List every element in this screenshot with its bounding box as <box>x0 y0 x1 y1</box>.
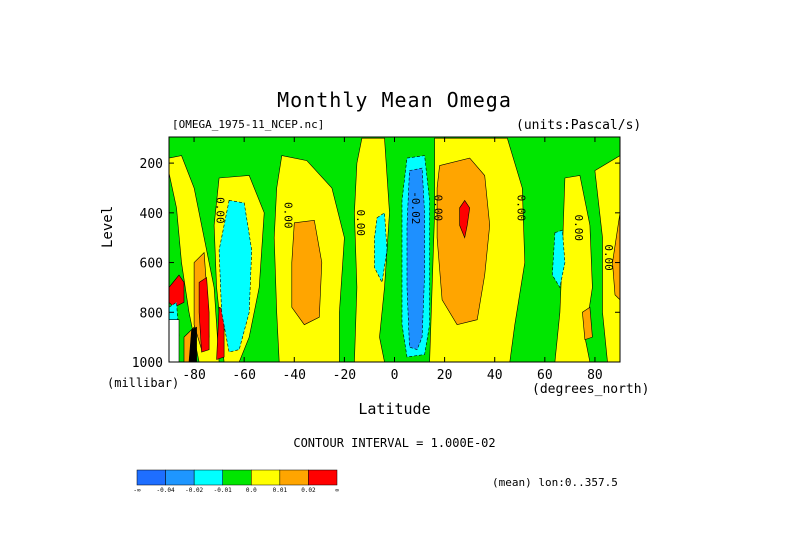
colorbar-swatch <box>136 469 166 486</box>
contour-label: 0.00 <box>572 214 585 241</box>
contour-region-c0_01-8 <box>436 157 491 326</box>
x-tick-label: -20 <box>333 368 356 383</box>
colorbar-label: -0.02 <box>185 487 203 494</box>
x-tick-label: 20 <box>437 368 453 383</box>
y-tick-label: 200 <box>140 157 163 172</box>
y-tick-label: 400 <box>140 207 163 222</box>
contour-label: 0.00 <box>602 244 615 271</box>
colorbar-swatch <box>308 469 338 486</box>
contour-region-c0_01-9 <box>582 306 593 341</box>
colorbar-swatch <box>279 469 309 486</box>
colorbar-label: -0.04 <box>157 487 175 494</box>
contour-label: 0.00 <box>514 195 527 222</box>
contour-region-c0_0-6 <box>594 155 620 362</box>
chart-title: Monthly Mean Omega <box>277 88 512 112</box>
x-tick-label: 80 <box>587 368 603 383</box>
contour-region-c0_02-13 <box>459 199 471 239</box>
contour-label: -0.02 <box>409 191 422 224</box>
contour-region-c0_02-14 <box>169 274 185 308</box>
contour-region-c0_02-15 <box>198 276 210 353</box>
x-axis-label: Latitude <box>358 400 431 418</box>
x-axis-units: (degrees_north) <box>532 382 650 397</box>
colorbar-swatch <box>251 469 281 486</box>
x-tick-label: 60 <box>537 368 553 383</box>
y-tick-label: 800 <box>140 306 163 321</box>
y-tick-label: 600 <box>140 257 163 272</box>
mean-label: (mean) lon:0..357.5 <box>492 476 618 489</box>
x-tick-label: 0 <box>391 368 399 383</box>
colorbar-label: 0.02 <box>301 487 316 494</box>
contour-region-c0_01-7 <box>291 219 323 326</box>
contour-region-cm0_02-21 <box>406 167 425 350</box>
contour-region-cm0_01-17 <box>218 200 253 353</box>
contour-regions <box>169 137 620 362</box>
colorbar-label: -0.01 <box>214 487 232 494</box>
colorbar-label: 0.01 <box>273 487 288 494</box>
contour-region-white-23 <box>169 319 180 362</box>
contour-label: 0.00 <box>354 210 367 237</box>
contour-region-black-24 <box>188 326 197 362</box>
contour-label: 0.00 <box>214 197 227 224</box>
contour-interval-label: CONTOUR INTERVAL = 1.000E-02 <box>293 436 496 450</box>
contour-region-cm0_01-18 <box>374 212 388 284</box>
x-tick-label: -80 <box>182 368 205 383</box>
colorbar-label: 0.0 <box>246 487 257 494</box>
units-label: (units:Pascal/s) <box>516 118 642 133</box>
contour-region-c0_01-10 <box>612 212 620 301</box>
contour-region-cm0_01-20 <box>551 229 566 289</box>
contour-label: 0.00 <box>281 202 294 229</box>
colorbar-label: ∞ <box>335 487 339 494</box>
x-tick-label: -60 <box>232 368 255 383</box>
colorbar-swatch <box>165 469 195 486</box>
x-tick-label: 40 <box>487 368 503 383</box>
colorbar-swatch <box>193 469 223 486</box>
colorbar-swatch <box>222 469 252 486</box>
contour-label: 0.00 <box>432 195 445 222</box>
y-axis-units: (millibar) <box>107 376 180 390</box>
dataset-label: [OMEGA_1975-11_NCEP.nc] <box>172 118 325 131</box>
contour-region-c0_0-3 <box>354 137 390 362</box>
y-tick-label: 1000 <box>132 356 163 371</box>
x-tick-label: -40 <box>283 368 306 383</box>
colorbar-label: -∞ <box>133 487 141 494</box>
